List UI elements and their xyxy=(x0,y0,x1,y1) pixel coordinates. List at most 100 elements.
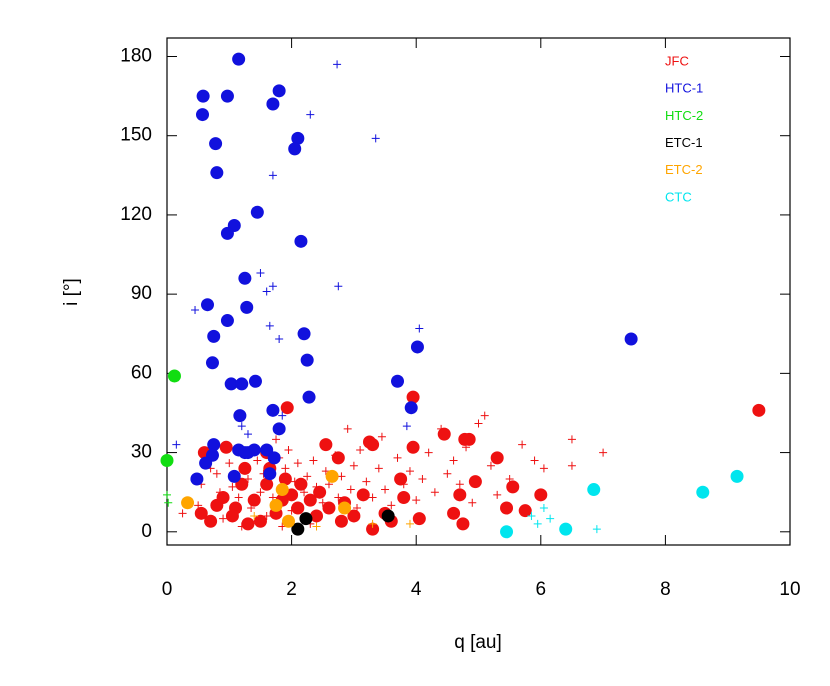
x-tick-label: 10 xyxy=(779,579,800,600)
dot-point xyxy=(334,514,348,528)
plus-point xyxy=(449,456,458,465)
dot-point xyxy=(269,498,283,512)
dot-point xyxy=(280,401,294,415)
dot-point xyxy=(294,477,308,491)
plus-point xyxy=(268,282,277,291)
dot-point xyxy=(227,469,241,483)
dot-point xyxy=(181,496,195,510)
dot-point xyxy=(437,427,451,441)
plus-point xyxy=(430,488,439,497)
dot-point xyxy=(300,353,314,367)
x-tick-label: 4 xyxy=(411,579,422,600)
dot-point xyxy=(199,456,213,470)
y-tick-label: 60 xyxy=(131,362,152,383)
dot-point xyxy=(291,501,305,515)
dot-point xyxy=(730,469,744,483)
dot-point xyxy=(272,84,286,98)
dot-point xyxy=(216,490,230,504)
plus-point xyxy=(567,435,576,444)
dot-point xyxy=(219,440,233,454)
plus-point xyxy=(163,490,171,499)
plus-point xyxy=(262,287,271,296)
plus-point xyxy=(374,464,383,473)
plus-point xyxy=(228,482,237,491)
dot-point xyxy=(220,89,234,103)
y-tick-label: 90 xyxy=(131,283,152,304)
dot-point xyxy=(696,485,710,499)
dot-point xyxy=(362,435,376,449)
plus-point xyxy=(527,511,536,520)
dot-point xyxy=(752,403,766,417)
dot-point xyxy=(447,506,461,520)
dot-point xyxy=(302,390,316,404)
plus-point xyxy=(405,519,414,528)
plus-point xyxy=(337,472,346,481)
dot-point xyxy=(518,504,532,518)
dot-point xyxy=(397,490,411,504)
dot-point xyxy=(207,329,221,343)
dot-point xyxy=(310,509,324,523)
dot-point xyxy=(347,509,361,523)
plus-point xyxy=(268,171,277,180)
dot-point xyxy=(412,512,426,526)
dot-point xyxy=(238,446,252,460)
legend-entry: ETC-2 xyxy=(665,162,703,177)
dot-point xyxy=(260,477,274,491)
plus-point xyxy=(243,430,252,439)
y-tick-label: 180 xyxy=(120,46,152,67)
x-axis-label: q [au] xyxy=(454,632,502,653)
plus-point xyxy=(443,469,452,478)
dot-point xyxy=(456,517,470,531)
plus-point xyxy=(172,440,181,449)
plus-point xyxy=(281,464,290,473)
dot-point xyxy=(303,493,317,507)
x-tick-label: 8 xyxy=(660,579,671,600)
legend-entry: HTC-2 xyxy=(665,108,703,123)
plus-point xyxy=(234,493,243,502)
dot-point xyxy=(490,451,504,465)
plus-point xyxy=(250,511,259,520)
plus-point xyxy=(368,493,377,502)
y-tick-label: 120 xyxy=(120,204,152,225)
dot-point xyxy=(224,377,238,391)
plus-point xyxy=(191,305,200,314)
dot-point xyxy=(253,514,267,528)
dot-point xyxy=(220,314,234,328)
legend-entry: CTC xyxy=(665,189,692,204)
plus-point xyxy=(293,459,302,468)
dot-point xyxy=(247,493,261,507)
dot-point xyxy=(210,166,224,180)
dot-point xyxy=(235,377,249,391)
dot-point xyxy=(453,488,467,502)
plus-point xyxy=(567,461,576,470)
plus-point xyxy=(278,411,287,420)
dot-point xyxy=(209,137,223,151)
dot-point xyxy=(381,509,395,523)
plus-point xyxy=(284,445,293,454)
plus-point xyxy=(424,448,433,457)
plus-point xyxy=(265,321,274,330)
dot-point xyxy=(238,271,252,285)
dot-point xyxy=(406,440,420,454)
dot-point xyxy=(250,205,264,219)
dot-point xyxy=(559,522,573,536)
dot-point xyxy=(313,485,327,499)
plus-point xyxy=(405,467,414,476)
plus-point xyxy=(164,498,173,507)
dot-point xyxy=(406,390,420,404)
dot-point xyxy=(196,108,210,122)
plus-point xyxy=(486,461,495,470)
plus-point xyxy=(212,469,221,478)
plus-point xyxy=(219,514,228,523)
plus-point xyxy=(272,435,281,444)
dot-point xyxy=(404,401,418,415)
dot-point xyxy=(325,469,339,483)
dot-point xyxy=(267,451,281,465)
dot-point xyxy=(220,226,234,240)
dot-point xyxy=(238,461,252,475)
dot-point xyxy=(587,483,601,497)
plus-point xyxy=(474,419,483,428)
plus-point xyxy=(539,464,548,473)
plus-point xyxy=(415,324,424,333)
